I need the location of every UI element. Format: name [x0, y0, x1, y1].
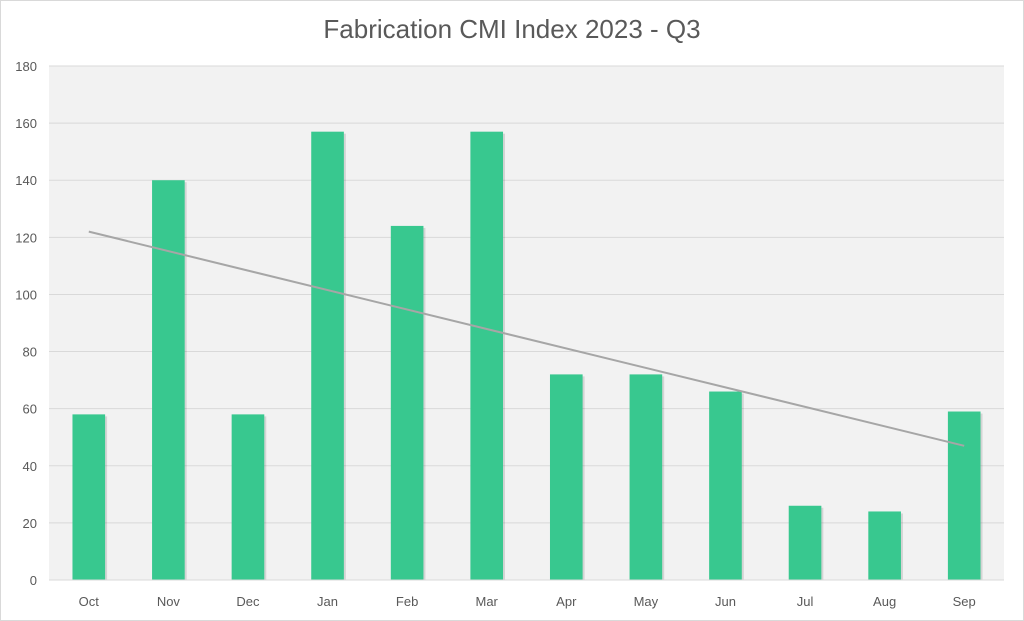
bar-nov — [152, 180, 185, 580]
bar-oct — [72, 414, 106, 580]
x-axis: Oct Nov Dec Jan Feb Mar Apr May Jun Jul Aug Sep — [49, 579, 1004, 609]
bar-jan — [311, 131, 344, 580]
bar-dec — [231, 414, 265, 580]
x-tick-label: Feb — [396, 594, 418, 609]
y-tick-label: 160 — [15, 116, 37, 131]
bar-jun — [709, 391, 742, 580]
plot-area — [49, 66, 1004, 580]
trendline — [88, 230, 965, 447]
plot-background — [49, 66, 1004, 580]
y-tick-label: 60 — [23, 402, 37, 417]
x-tick-label: Nov — [157, 594, 181, 609]
y-tick-label: 80 — [23, 345, 37, 360]
x-tick-label: Apr — [556, 594, 577, 609]
y-tick-label: 140 — [15, 173, 37, 188]
bar-aug — [868, 511, 901, 580]
x-tick-label: Dec — [236, 594, 260, 609]
y-tick-label: 180 — [15, 59, 37, 74]
x-tick-label: Jul — [797, 594, 814, 609]
bar-mar — [470, 131, 504, 580]
bar-jul — [788, 505, 822, 580]
bar-feb — [390, 225, 424, 580]
gridlines — [49, 65, 1004, 581]
x-tick-label: Sep — [953, 594, 976, 609]
y-tick-label: 20 — [23, 516, 37, 531]
x-tick-label: May — [634, 594, 659, 609]
trendline-group — [88, 230, 965, 447]
bar-may — [629, 374, 663, 580]
x-tick-label: Jun — [715, 594, 736, 609]
bar-apr — [549, 374, 583, 580]
x-tick-label: Oct — [79, 594, 100, 609]
bar-series — [72, 131, 983, 580]
x-tick-label: Jan — [317, 594, 338, 609]
x-tick-label: Mar — [476, 594, 499, 609]
y-axis: 0 20 40 60 80 100 120 140 160 180 — [15, 59, 37, 588]
y-tick-label: 120 — [15, 230, 37, 245]
y-tick-label: 0 — [30, 573, 37, 588]
y-tick-label: 100 — [15, 287, 37, 302]
x-tick-label: Aug — [873, 594, 896, 609]
bar-sep — [947, 411, 981, 580]
chart-title: Fabrication CMI Index 2023 - Q3 — [323, 14, 701, 44]
y-tick-label: 40 — [23, 459, 37, 474]
